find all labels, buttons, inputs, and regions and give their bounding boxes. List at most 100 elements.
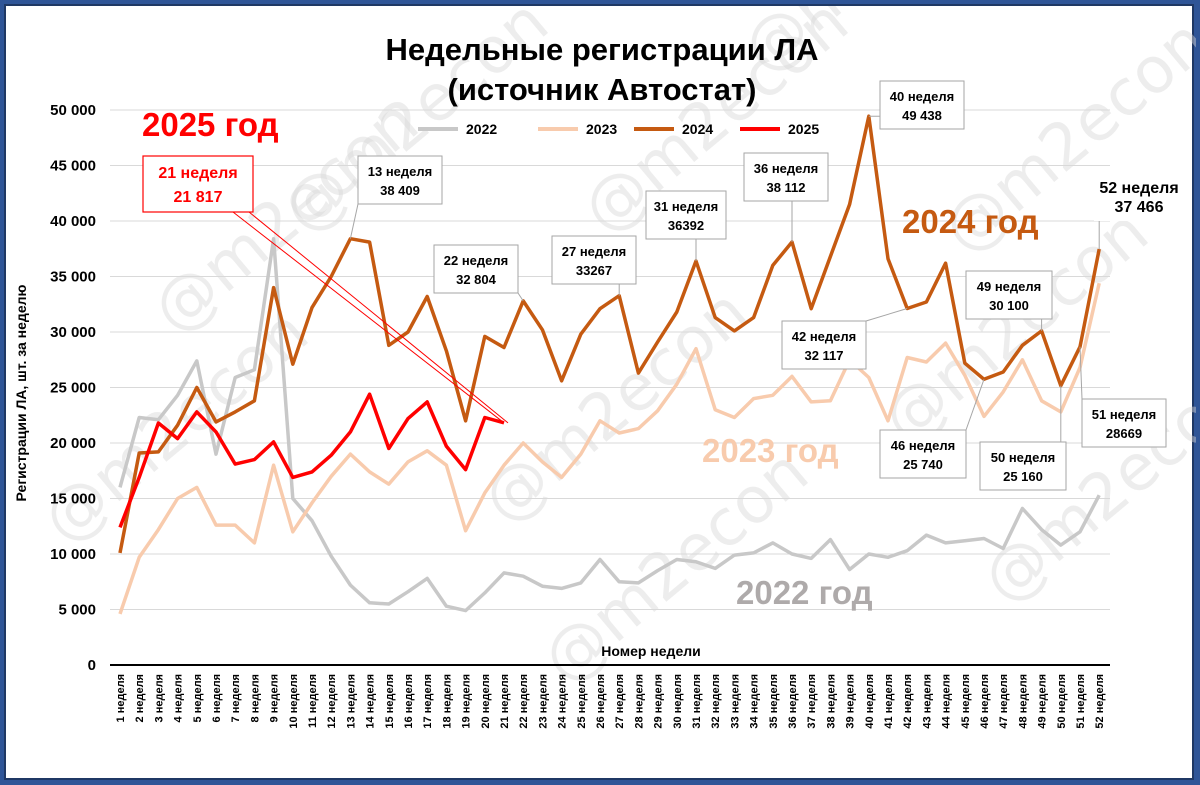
callout-leader (865, 308, 908, 322)
x-tick-label: 6 неделя (211, 674, 223, 722)
x-tick-label: 27 неделя (614, 674, 626, 729)
y-tick-label: 40 000 (50, 213, 96, 230)
callout-value: 38 112 (766, 180, 805, 195)
x-tick-label: 45 неделя (960, 674, 972, 729)
x-tick-label: 21 неделя (499, 674, 511, 729)
label-2023: 2023 год (702, 432, 839, 469)
callout-week: 52 неделя (1099, 180, 1178, 197)
y-axis-label: Регистрации ЛА, шт. за неделю (13, 285, 29, 502)
callout-value: 36392 (668, 218, 704, 233)
y-tick-label: 25 000 (50, 380, 96, 397)
y-axis-ticks: 0 5 000 10 000 15 000 20 000 25 000 30 000 35 0… (50, 102, 96, 674)
series-line-2025 (118, 392, 505, 529)
x-tick-label: 49 неделя (1037, 674, 1049, 729)
x-tick-label: 41 неделя (883, 674, 895, 729)
callout-box (879, 80, 965, 130)
x-tick-label: 50 неделя (1056, 674, 1068, 729)
x-tick-label: 19 неделя (461, 674, 473, 729)
y-tick-label: 10 000 (50, 546, 96, 563)
x-tick-label: 28 неделя (633, 674, 645, 729)
x-axis-label: Номер недели (601, 643, 700, 659)
callout-value: 38 409 (380, 183, 420, 198)
x-tick-label: 30 неделя (672, 674, 684, 729)
callout-w22: 22 неделя 32 804 (433, 244, 519, 294)
label-2024: 2024 год (902, 203, 1039, 240)
x-tick-label: 34 неделя (749, 674, 761, 729)
callout-box (433, 244, 519, 294)
label-2025: 2025 год (142, 106, 279, 143)
callout-week: 40 неделя (890, 89, 954, 104)
x-tick-label: 32 неделя (710, 674, 722, 729)
x-tick-label: 11 неделя (307, 674, 319, 728)
callout-layer: 13 неделя 38 409 22 неделя 32 804 27 неделя 3… (142, 80, 1184, 491)
callout-week: 31 неделя (654, 199, 718, 214)
callout-leader (1079, 346, 1083, 400)
chart-title-line2: (источник Автостат) (448, 72, 757, 107)
callout-box (551, 235, 637, 285)
x-tick-label: 9 неделя (269, 674, 281, 722)
x-tick-label: 51 неделя (1075, 674, 1087, 729)
callout-w31: 31 неделя 36392 (645, 190, 727, 240)
callout-leader-2025 (232, 211, 505, 424)
callout-w46: 46 неделя 25 740 (879, 429, 967, 479)
callout-w51: 51 неделя 28669 (1081, 398, 1167, 448)
callout-value: 37 466 (1115, 199, 1164, 216)
x-tick-label: 26 неделя (595, 674, 607, 729)
x-tick-label: 14 неделя (365, 674, 377, 729)
callout-box (965, 270, 1053, 320)
y-tick-label: 20 000 (50, 435, 96, 452)
callout-w50: 50 неделя 25 160 (979, 441, 1067, 491)
x-tick-label: 7 неделя (230, 674, 242, 722)
chart-title-line1: Недельные регистрации ЛА (385, 32, 818, 67)
x-tick-label: 39 неделя (845, 674, 857, 729)
callout-leader (349, 203, 359, 239)
legend: 2022 2023 2024 2025 (418, 121, 819, 137)
callout-value: 25 740 (903, 457, 943, 472)
x-tick-label: 46 неделя (979, 674, 991, 729)
callout-value: 32 804 (456, 272, 497, 287)
callout-value: 33267 (576, 263, 612, 278)
callout-w52: 52 неделя 37 466 (1094, 173, 1184, 221)
legend-label-2024: 2024 (682, 121, 713, 137)
line-chart: @m2econ @m2econ@m2econ@m2econ@m2econ@m2ec… (13, 6, 1196, 729)
callout-box (979, 441, 1067, 491)
chart-frame: @m2econ @m2econ @m2econ @m2econ @m2econ @m2ec… (4, 4, 1196, 780)
x-tick-label: 13 неделя (345, 674, 357, 729)
callout-box (142, 155, 254, 213)
x-tick-label: 12 неделя (326, 674, 338, 729)
callout-value: 28669 (1106, 426, 1142, 441)
callout-week: 22 неделя (444, 253, 508, 268)
y-tick-label: 50 000 (50, 102, 96, 119)
x-tick-label: 37 неделя (806, 674, 818, 729)
callout-w40: 40 неделя 49 438 (879, 80, 965, 130)
x-tick-label: 29 неделя (653, 674, 665, 729)
callout-w21: 21 неделя 21 817 (142, 155, 254, 213)
y-tick-label: 45 000 (50, 158, 96, 175)
legend-label-2022: 2022 (466, 121, 497, 137)
callout-w13: 13 неделя 38 409 (357, 155, 443, 205)
y-tick-label: 35 000 (50, 269, 96, 286)
x-tick-label: 10 неделя (288, 674, 300, 729)
x-tick-label: 18 неделя (441, 674, 453, 729)
x-tick-label: 22 неделя (518, 674, 530, 729)
series-line-2022 (118, 237, 1101, 613)
callout-box (781, 320, 867, 370)
legend-label-2025: 2025 (788, 121, 819, 137)
x-tick-label: 8 неделя (249, 674, 261, 722)
x-tick-label: 52 неделя (1094, 674, 1106, 729)
callout-week: 27 неделя (562, 244, 626, 259)
callout-w49: 49 неделя 30 100 (965, 270, 1053, 320)
label-2022: 2022 год (736, 574, 873, 611)
x-tick-label: 42 неделя (902, 674, 914, 729)
callout-week: 42 неделя (792, 329, 856, 344)
callout-week: 46 неделя (891, 438, 955, 453)
x-tick-label: 38 неделя (825, 674, 837, 729)
y-tick-label: 15 000 (50, 491, 96, 508)
callout-box (645, 190, 727, 240)
callout-leader (965, 379, 985, 431)
x-tick-label: 16 неделя (403, 674, 415, 729)
y-tick-label: 0 (88, 657, 96, 674)
x-tick-label: 1 неделя (115, 674, 127, 722)
callout-value: 25 160 (1003, 469, 1043, 484)
x-tick-label: 23 неделя (537, 674, 549, 729)
